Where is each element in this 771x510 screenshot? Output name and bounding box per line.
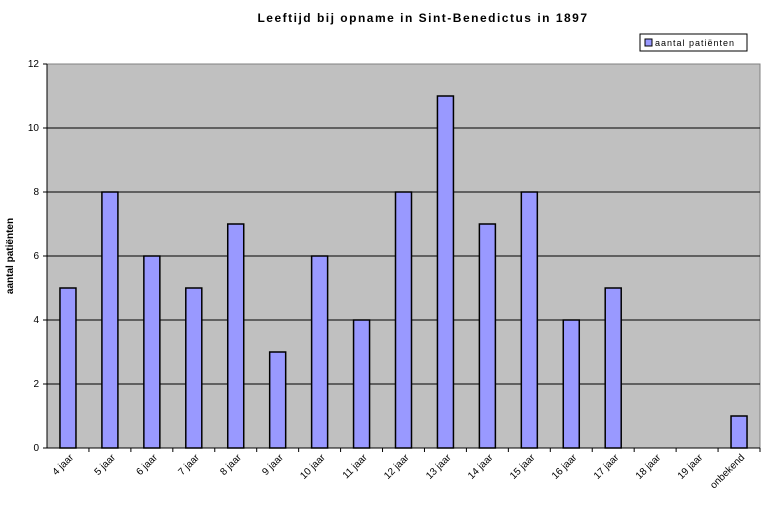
axes (43, 63, 761, 452)
legend-swatch (644, 38, 653, 47)
legend-label: aantal patiënten (655, 38, 735, 48)
bars (59, 95, 748, 449)
bar (268, 351, 287, 449)
legend-box (639, 33, 748, 52)
bar (352, 319, 371, 449)
bar (185, 287, 203, 449)
y-tick-label: 12 (28, 59, 40, 70)
x-tick-label: 7 jaar (176, 452, 202, 478)
bar (478, 223, 497, 449)
x-tick-label: 4 jaar (51, 452, 77, 478)
x-tick-label: onbekend (708, 452, 747, 491)
chart-title: Leeftijd bij opname in Sint-Benedictus i… (257, 11, 588, 25)
x-tick-label: 5 jaar (93, 452, 119, 478)
x-tick-label: 13 jaar (424, 452, 454, 482)
x-tick-label: 11 jaar (341, 452, 370, 481)
y-tick-label: 2 (33, 379, 39, 390)
bar (101, 191, 119, 449)
bar (604, 287, 622, 449)
y-axis-label: aantal patiënten (5, 218, 16, 294)
x-tick-label: 9 jaar (260, 452, 286, 478)
x-tick-label: 18 jaar (634, 452, 664, 482)
bar (520, 191, 539, 449)
y-tick-label: 6 (33, 251, 39, 262)
y-tick-label: 8 (33, 187, 39, 198)
x-tick-label: 6 jaar (135, 452, 161, 478)
x-tick-label: 10 jaar (298, 452, 328, 482)
bar (143, 255, 161, 449)
bar (394, 191, 413, 449)
bar (226, 223, 245, 449)
bar (59, 287, 77, 449)
bar (562, 319, 581, 449)
legend: aantal patiënten (639, 33, 748, 52)
bar (310, 255, 329, 449)
x-tick-label: 17 jaar (592, 452, 622, 482)
x-tick-labels: 4 jaar 5 jaar 6 jaar 7 jaar 8 jaar 9 jaar 10 j… (51, 452, 748, 491)
y-tick-labels: 0 2 4 6 8 10 12 (28, 59, 40, 454)
x-tick-label: 16 jaar (550, 452, 580, 482)
x-tick-label: 12 jaar (382, 452, 412, 482)
x-tick-label: 19 jaar (676, 452, 706, 482)
x-tick-label: 14 jaar (466, 452, 496, 482)
y-tick-label: 10 (28, 123, 40, 134)
bar (436, 95, 455, 449)
bar (730, 415, 748, 449)
x-tick-label: 8 jaar (218, 452, 244, 478)
y-tick-label: 4 (33, 315, 39, 326)
x-tick-label: 15 jaar (508, 452, 538, 482)
y-tick-label: 0 (33, 443, 39, 454)
